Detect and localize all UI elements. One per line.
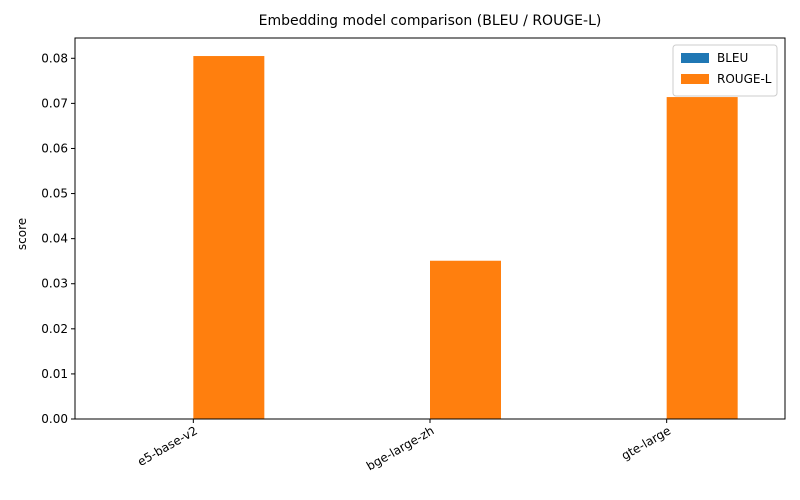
- y-tick-label: 0.07: [41, 96, 68, 110]
- y-tick-label: 0.02: [41, 322, 68, 336]
- y-tick-label: 0.08: [41, 51, 68, 65]
- legend-label: ROUGE-L: [717, 72, 772, 86]
- x-tick-label: e5-base-v2: [135, 423, 200, 468]
- y-tick-label: 0.01: [41, 367, 68, 381]
- chart-title: Embedding model comparison (BLEU / ROUGE…: [259, 13, 602, 29]
- y-tick-label: 0.03: [41, 277, 68, 291]
- bars-layer: [193, 56, 738, 420]
- bar-rouge-l-e5-base-v2: [193, 56, 265, 420]
- y-axis-ticks: 0.00 0.01 0.02 0.03 0.04 0.05 0.06 0.07 0.08: [41, 51, 75, 426]
- legend-swatch: [681, 74, 709, 84]
- legend: BLEU ROUGE-L: [672, 44, 778, 97]
- x-tick-label: bge-large-zh: [364, 423, 436, 473]
- x-axis-ticks: e5-base-v2 bge-large-zh gte-large: [135, 419, 673, 473]
- bar-rouge-l-gte-large: [666, 97, 738, 419]
- y-axis-label: score: [15, 218, 29, 250]
- plot-frame: [74, 37, 786, 420]
- legend-swatch: [681, 53, 709, 63]
- y-tick-label: 0.00: [41, 412, 68, 426]
- y-tick-label: 0.06: [41, 141, 68, 155]
- bar-rouge-l-bge-large-zh: [430, 260, 501, 419]
- y-tick-label: 0.05: [41, 187, 68, 201]
- legend-label: BLEU: [717, 51, 748, 65]
- y-tick-label: 0.04: [41, 232, 68, 246]
- x-tick-label: gte-large: [619, 423, 673, 462]
